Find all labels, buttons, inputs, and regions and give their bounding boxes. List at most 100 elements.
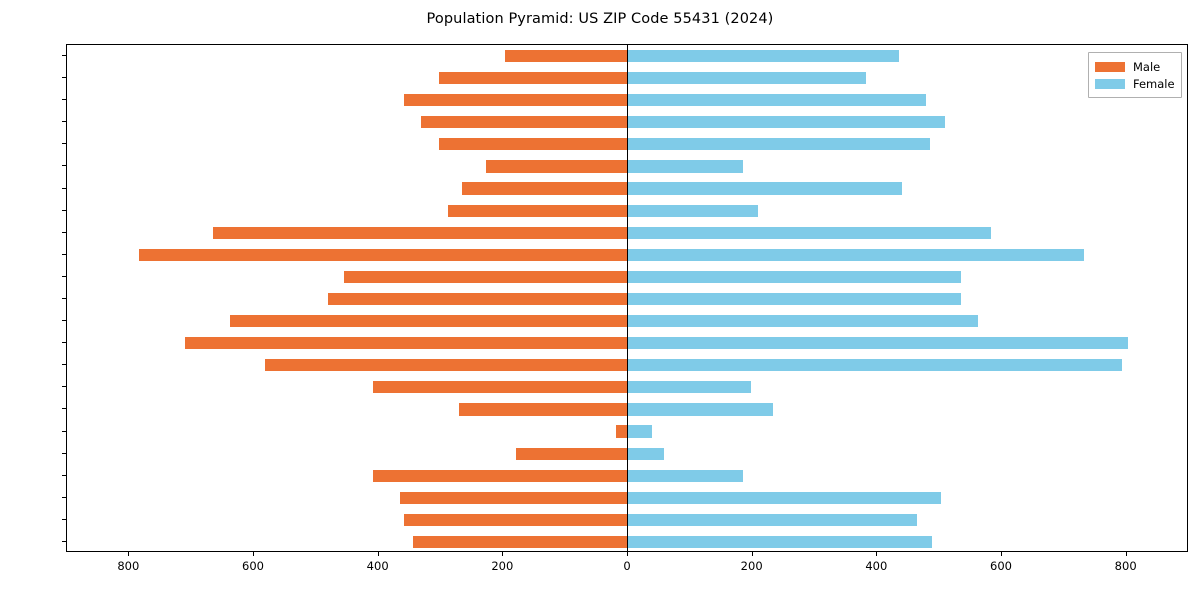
y-axis: Under 55-910-1415-1718-19202122-2425-293… <box>0 44 1200 552</box>
legend-item-female[interactable]: Female <box>1095 75 1175 92</box>
bar-female[interactable] <box>628 447 664 460</box>
legend-label-male: Male <box>1133 59 1161 74</box>
x-tick-mark <box>253 552 254 556</box>
bar-female[interactable] <box>628 72 867 85</box>
y-tick-mark <box>62 540 66 542</box>
x-tick-mark <box>377 552 379 556</box>
chart-title: Population Pyramid: US ZIP Code 55431 (2… <box>426 11 774 27</box>
bar-female[interactable] <box>628 49 899 63</box>
bar-male[interactable] <box>230 315 628 328</box>
bar-female[interactable] <box>628 535 933 549</box>
x-tick-mark <box>627 552 628 556</box>
bar-female[interactable] <box>628 403 774 416</box>
bar-group-40-44 <box>67 292 1187 306</box>
y-tick-mark <box>62 518 66 520</box>
bar-group-10-14 <box>67 491 1187 504</box>
bar-group-20 <box>67 425 1187 438</box>
bar-group-45-49 <box>67 270 1187 283</box>
bar-female[interactable] <box>628 204 758 217</box>
x-tick-label: 600 <box>242 559 264 573</box>
bar-male[interactable] <box>485 160 628 173</box>
bar-male[interactable] <box>184 337 628 350</box>
x-tick-label: 200 <box>740 559 763 573</box>
bar-female[interactable] <box>628 491 941 504</box>
x-tick-mark <box>876 552 878 556</box>
x-tick-label: 400 <box>865 559 888 573</box>
y-tick-mark <box>62 474 66 476</box>
chart-legend: Male Female <box>1088 52 1182 98</box>
zero-axis-line <box>627 45 628 551</box>
bar-female[interactable] <box>628 270 961 283</box>
bar-group-85- <box>67 49 1187 63</box>
y-tick-mark <box>62 77 66 79</box>
bar-male[interactable] <box>373 469 628 482</box>
y-tick-mark <box>62 408 66 410</box>
bar-group-25-29 <box>67 359 1187 372</box>
bar-group-75-79 <box>67 94 1187 107</box>
bar-group-55-59 <box>67 226 1187 239</box>
bar-female[interactable] <box>628 513 917 526</box>
bars-layer <box>67 45 1187 551</box>
bar-male[interactable] <box>616 425 628 438</box>
y-tick-mark <box>62 320 66 322</box>
bar-group-under-5 <box>67 535 1187 549</box>
bar-male[interactable] <box>412 535 628 549</box>
bar-female[interactable] <box>628 292 961 306</box>
y-tick-mark <box>62 187 66 189</box>
x-tick-label: 800 <box>1114 559 1137 573</box>
bar-female[interactable] <box>628 182 902 195</box>
x-tick-label: 400 <box>366 559 389 573</box>
y-tick-mark <box>62 231 66 233</box>
bar-male[interactable] <box>505 49 628 63</box>
bar-male[interactable] <box>343 270 628 283</box>
bar-female[interactable] <box>628 469 743 482</box>
bar-group-62-64 <box>67 182 1187 195</box>
bar-male[interactable] <box>515 447 628 460</box>
bar-male[interactable] <box>373 381 628 394</box>
y-tick-mark <box>62 209 66 211</box>
bar-female[interactable] <box>628 248 1085 261</box>
bar-female[interactable] <box>628 138 930 151</box>
bar-male[interactable] <box>448 204 628 217</box>
bar-female[interactable] <box>628 315 978 328</box>
y-tick-mark <box>62 55 66 57</box>
bar-male[interactable] <box>403 513 628 526</box>
y-tick-mark <box>62 121 66 123</box>
bar-female[interactable] <box>628 425 653 438</box>
bar-female[interactable] <box>628 226 992 239</box>
x-tick-label: 600 <box>990 559 1012 573</box>
bar-group-35-39 <box>67 315 1187 328</box>
plot-area <box>66 44 1188 552</box>
bar-male[interactable] <box>139 248 628 261</box>
y-tick-mark <box>62 364 66 366</box>
bar-female[interactable] <box>628 359 1122 372</box>
bar-male[interactable] <box>264 359 628 372</box>
y-tick-mark <box>62 99 66 101</box>
bar-female[interactable] <box>628 94 926 107</box>
bar-male[interactable] <box>403 94 628 107</box>
bar-female[interactable] <box>628 116 945 129</box>
bar-group-5-9 <box>67 513 1187 526</box>
bar-female[interactable] <box>628 337 1128 350</box>
x-tick-mark <box>751 552 753 556</box>
bar-female[interactable] <box>628 381 752 394</box>
bar-male[interactable] <box>421 116 628 129</box>
bar-male[interactable] <box>438 138 628 151</box>
legend-swatch-male <box>1095 61 1125 72</box>
bar-male[interactable] <box>438 72 628 85</box>
bar-female[interactable] <box>628 160 744 173</box>
bar-male[interactable] <box>213 226 628 239</box>
legend-label-female: Female <box>1133 76 1175 91</box>
bar-male[interactable] <box>459 403 628 416</box>
legend-item-male[interactable]: Male <box>1095 58 1175 75</box>
x-tick-mark <box>502 552 504 556</box>
x-tick-label: 200 <box>491 559 514 573</box>
bar-male[interactable] <box>400 491 628 504</box>
bar-male[interactable] <box>461 182 628 195</box>
bar-group-80-84 <box>67 72 1187 85</box>
y-tick-mark <box>62 342 66 344</box>
y-tick-mark <box>62 165 66 167</box>
bar-group-21 <box>67 403 1187 416</box>
bar-male[interactable] <box>328 292 628 306</box>
